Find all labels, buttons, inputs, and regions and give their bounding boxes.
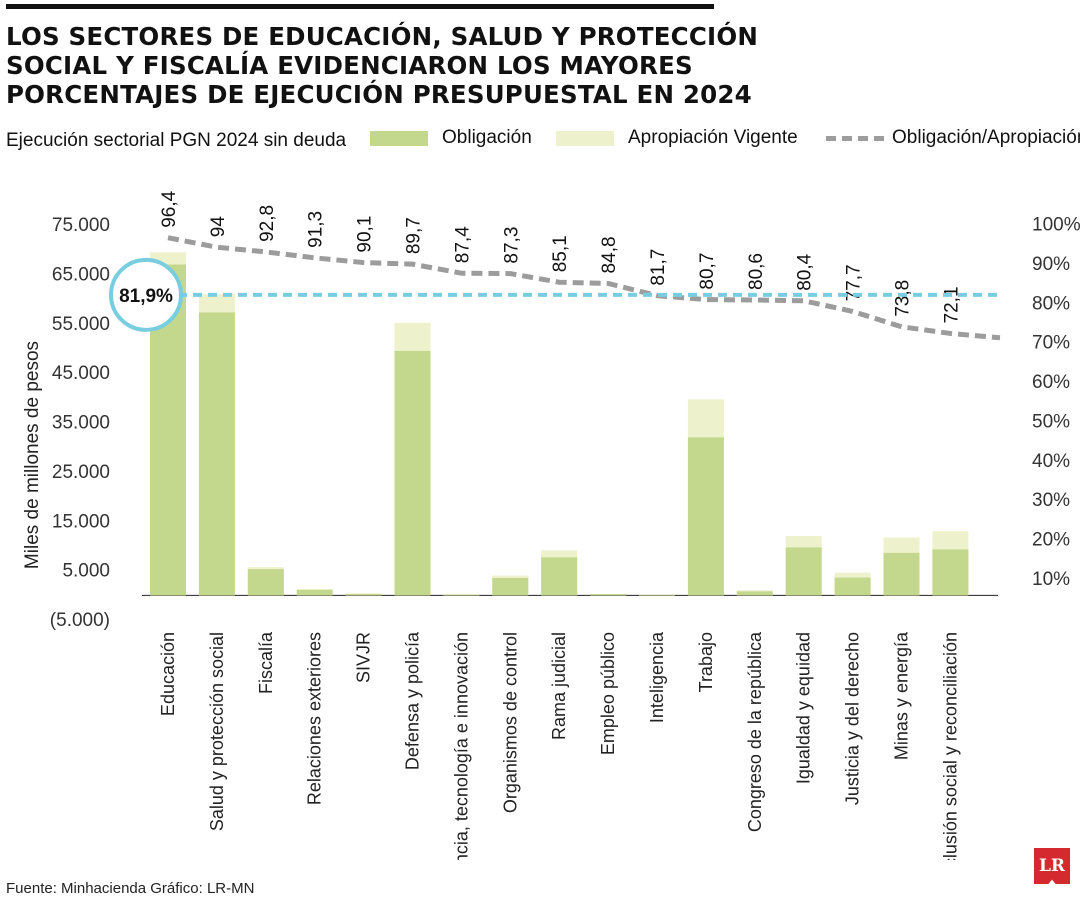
chart-subtitle: Ejecución sectorial PGN 2024 sin deuda — [6, 130, 347, 151]
chart-area: 75.000 65.000 55.000 45.000 35.000 25.000 15.0… — [22, 190, 1080, 860]
ratio-data-label: 80,7 — [697, 253, 718, 290]
x-tick-label: Congreso de la república — [745, 631, 765, 832]
y-tick-label: 45.000 — [52, 363, 110, 384]
x-tick-label: Organismos de control — [500, 632, 520, 813]
y-axis-title: Miles de millones de pesos — [22, 341, 43, 569]
ratio-data-label: 94 — [208, 216, 229, 238]
ratio-data-label: 84,8 — [599, 236, 620, 273]
legend-item-obligacion: Obligación — [370, 127, 532, 149]
x-tick-label: Inclusión social y reconciliación — [940, 632, 960, 860]
ratio-data-label: 80,6 — [746, 253, 767, 290]
y2-tick-label: 50% — [1032, 411, 1070, 432]
bar-obligacion — [198, 312, 235, 596]
bar-obligacion — [785, 547, 822, 596]
x-tick-label: Inteligencia — [647, 631, 667, 723]
y-tick-label: 15.000 — [52, 511, 110, 532]
ratio-data-label: 87,4 — [452, 226, 473, 263]
bar-obligacion — [639, 594, 675, 596]
ratio-data-label: 81,7 — [648, 249, 669, 286]
bar-obligacion — [541, 557, 578, 596]
y2-tick-label: 60% — [1032, 372, 1070, 393]
legend-label-apropiacion: Apropiación Vigente — [628, 127, 798, 148]
legend-label-obligacion: Obligación — [442, 127, 532, 148]
bar-obligacion — [492, 578, 529, 596]
chart-title: LOS SECTORES DE EDUCACIÓN, SALUD Y PROTE… — [6, 22, 759, 109]
bar-obligacion — [834, 577, 871, 596]
ratio-data-label: 89,7 — [404, 217, 425, 254]
bar-obligacion — [443, 594, 480, 596]
ratio-data-label: 73,8 — [893, 280, 914, 317]
y2-tick-label: 90% — [1032, 254, 1070, 275]
ratio-data-label: 91,3 — [306, 211, 327, 248]
x-tick-label: Minas y energía — [892, 631, 912, 760]
x-tick-label: Trabajo — [696, 632, 716, 692]
y-tick-label: 65.000 — [52, 264, 110, 285]
y2-tick-label: 20% — [1032, 530, 1070, 551]
average-marker — [109, 257, 183, 332]
bar-obligacion — [394, 350, 431, 596]
ratio-data-label: 80,4 — [795, 253, 816, 290]
y2-tick-label: 40% — [1032, 451, 1070, 472]
legend-swatch-apropiacion — [556, 130, 614, 146]
x-tick-label: Empleo público — [598, 632, 618, 755]
legend-swatch-obligacion — [370, 130, 428, 146]
x-tick-label: Educación — [158, 632, 178, 716]
x-tick-label: Defensa y policía — [403, 631, 423, 770]
bar-obligacion — [932, 549, 969, 596]
y2-tick-label: 70% — [1032, 333, 1070, 354]
x-tick-label: Justicia y del derecho — [843, 632, 863, 805]
y-tick-label: 75.000 — [52, 215, 110, 236]
x-tick-label: Igualdad y equidad — [794, 632, 814, 784]
x-tick-label: Relaciones exteriores — [305, 632, 325, 805]
ratio-data-label: 77,7 — [844, 264, 865, 301]
bar-obligacion — [736, 591, 773, 596]
y2-tick-label: 10% — [1032, 569, 1070, 590]
bar-obligacion — [687, 437, 724, 596]
ratio-data-label: 72,1 — [941, 286, 962, 323]
legend-item-apropiacion: Apropiación Vigente — [556, 127, 798, 149]
x-tick-label: SIVJR — [354, 632, 374, 683]
legend-item-ratio: Obligación/Apropiación — [826, 127, 1080, 149]
ratio-data-label: 87,3 — [501, 227, 522, 264]
bar-obligacion — [883, 552, 920, 596]
x-tick-label: Rama judicial — [549, 632, 569, 740]
ratio-line — [167, 235, 1001, 341]
source-note: Fuente: Minhacienda Gráfico: LR-MN — [6, 880, 255, 897]
ratio-data-label: 96,4 — [159, 190, 180, 227]
ratio-data-label: 85,1 — [550, 235, 571, 272]
legend-swatch-ratio — [826, 135, 884, 141]
x-tick-label: Salud y protección social — [207, 632, 227, 831]
x-tick-label: Fiscalía — [256, 631, 276, 694]
lr-logo: LR — [1034, 848, 1070, 884]
y-tick-label: 55.000 — [52, 314, 110, 335]
y-tick-label: 5.000 — [62, 561, 110, 582]
x-tick-label: Ciencia, tecnología e innovación — [451, 632, 471, 860]
bar-obligacion — [247, 569, 284, 596]
ratio-data-label: 92,8 — [257, 205, 278, 242]
y-tick-label: 35.000 — [52, 413, 110, 434]
y-tick-label: 25.000 — [52, 462, 110, 483]
y2-tick-label: 80% — [1032, 293, 1070, 314]
y-tick-label: (5.000) — [50, 610, 110, 631]
bar-obligacion — [345, 593, 382, 596]
top-rule — [6, 4, 714, 9]
legend-label-ratio: Obligación/Apropiación — [892, 127, 1080, 148]
bar-obligacion — [296, 589, 333, 596]
ratio-data-label: 90,1 — [355, 216, 376, 253]
bar-obligacion — [590, 594, 627, 596]
y2-tick-label: 30% — [1032, 490, 1070, 511]
average-label: 81,9% — [119, 286, 173, 307]
y2-tick-label: 100% — [1032, 215, 1080, 236]
